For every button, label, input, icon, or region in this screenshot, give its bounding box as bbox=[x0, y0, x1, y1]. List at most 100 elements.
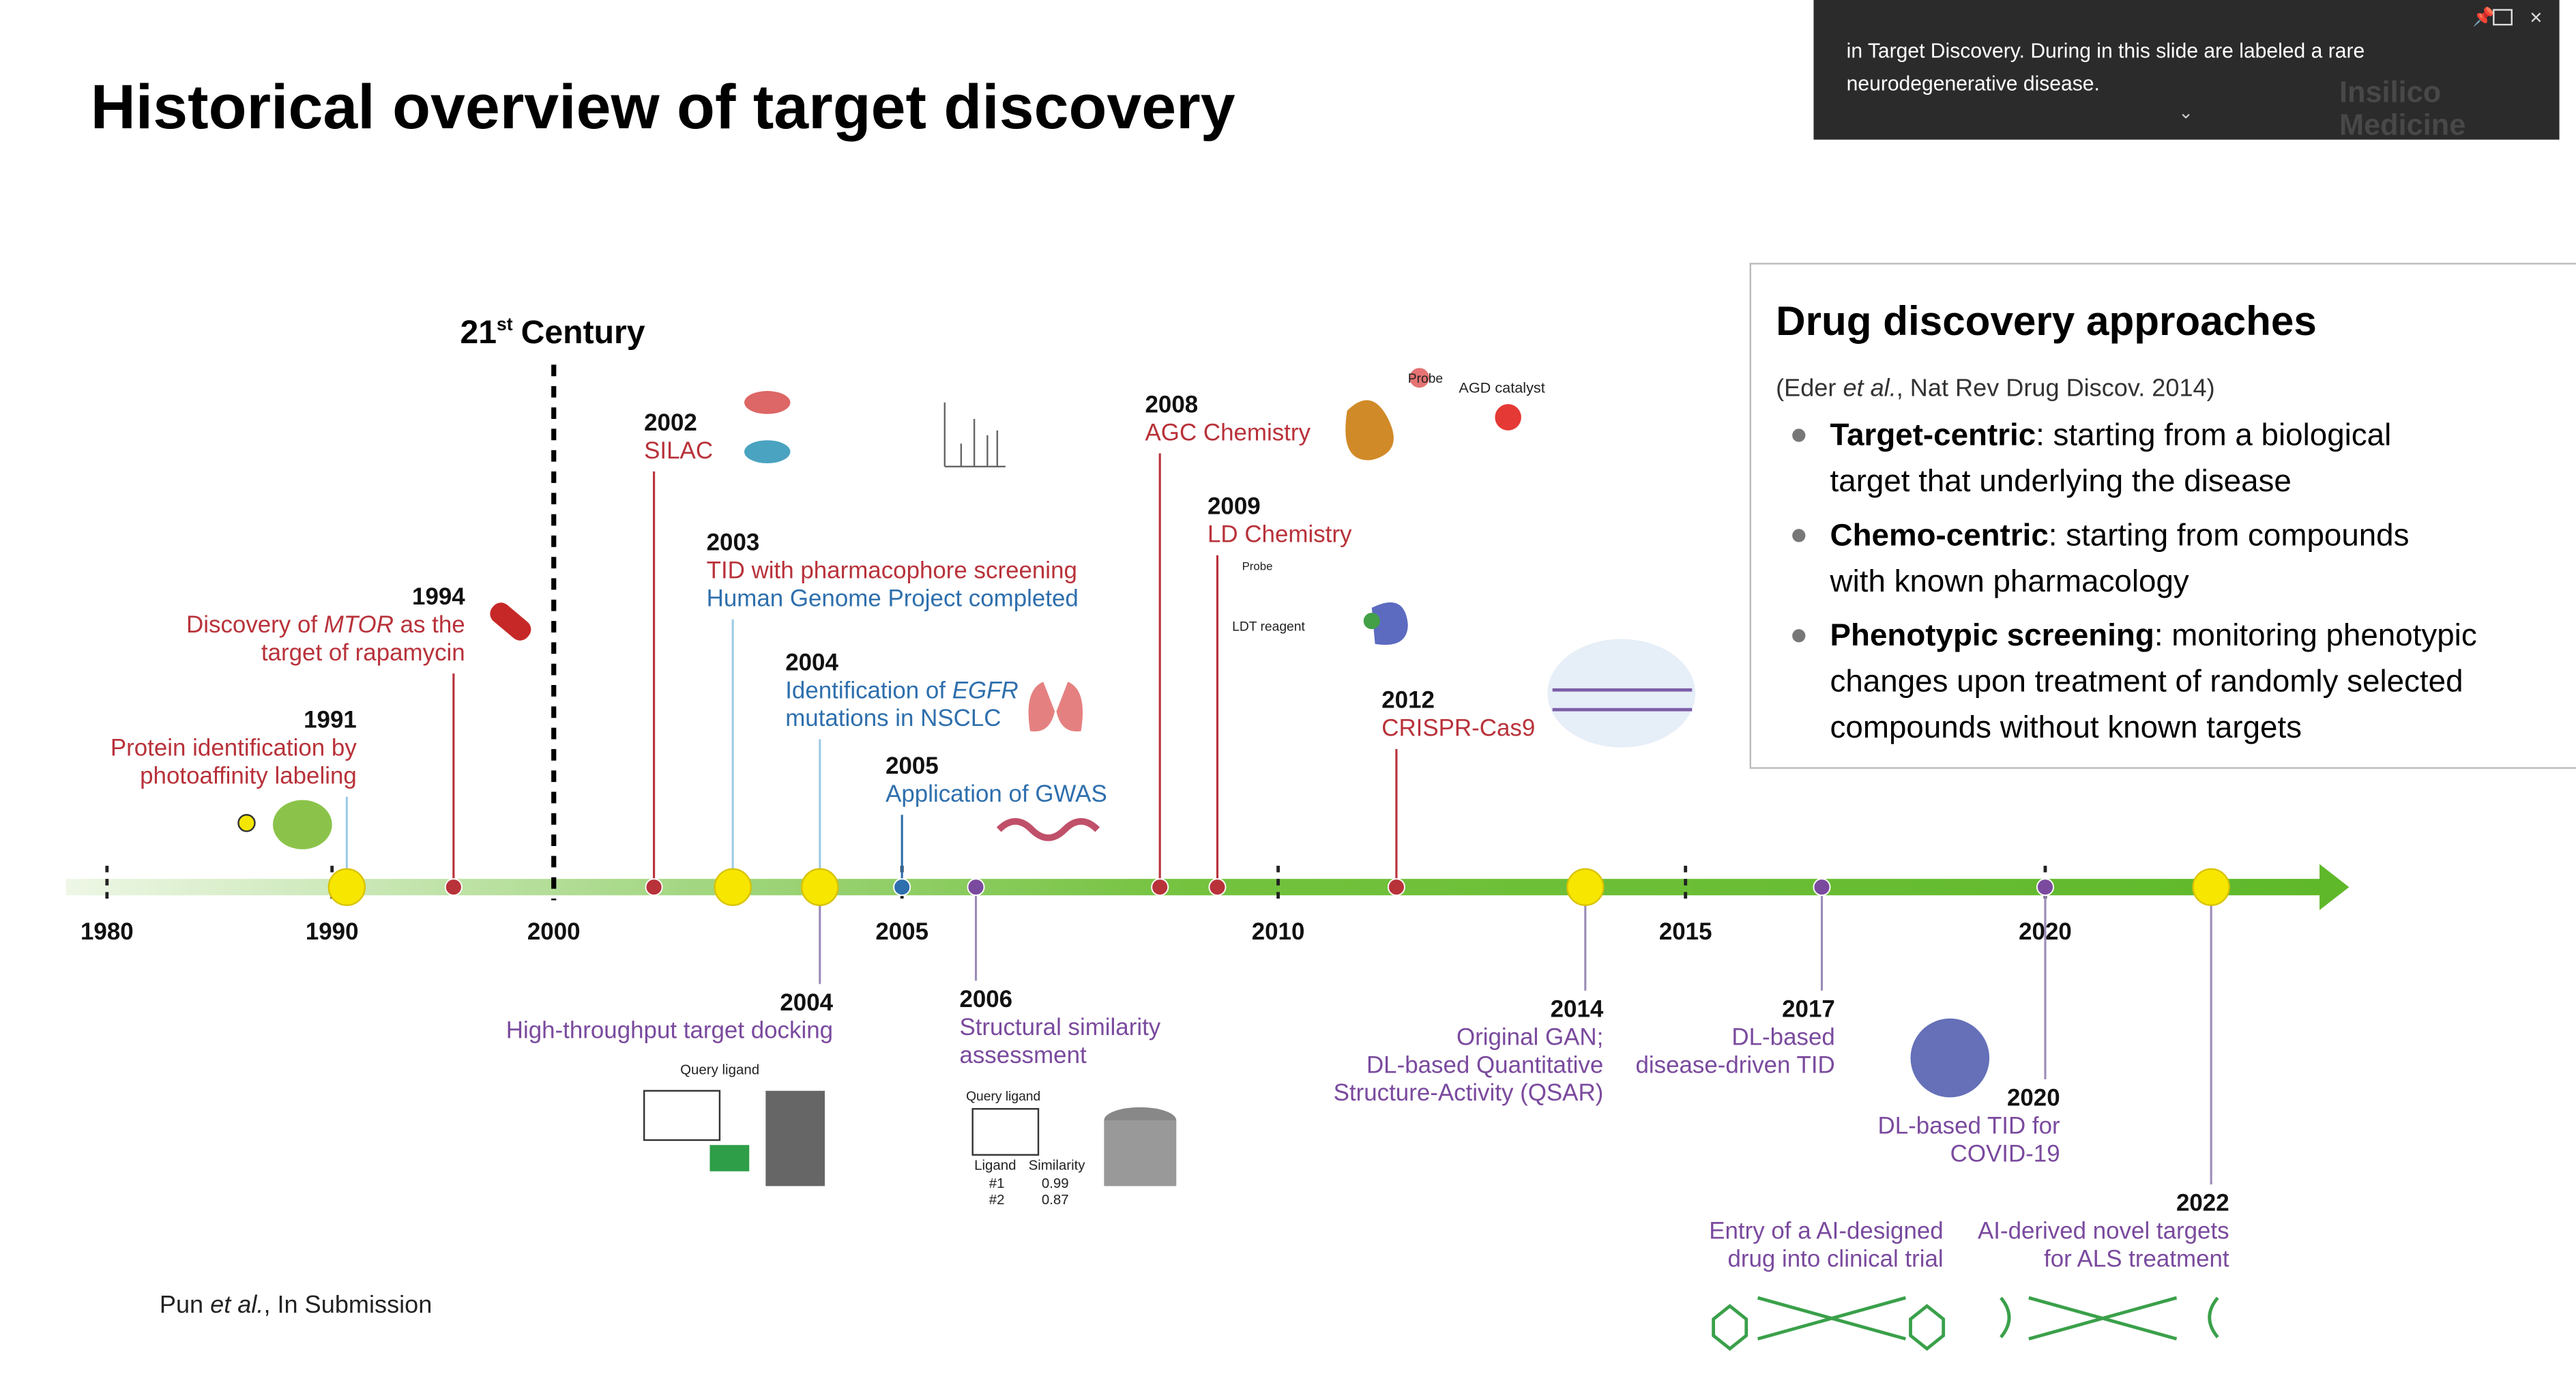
event-text: Human Genome Project completed bbox=[707, 585, 1079, 611]
text-part: : starting from compounds bbox=[2049, 517, 2410, 552]
event-year: 2006 bbox=[959, 986, 1012, 1013]
text-part: Chemo-centric bbox=[1830, 517, 2049, 552]
text-part: LD Chemistry bbox=[1208, 521, 1352, 548]
event-text: DL-based bbox=[1731, 1023, 1834, 1050]
figure-label: LDT reagent bbox=[1232, 620, 1305, 635]
event-text: High-throughput target docking bbox=[506, 1017, 833, 1044]
bullet-dot bbox=[1792, 529, 1806, 542]
popout-button[interactable] bbox=[2493, 9, 2513, 26]
text-part: (Eder bbox=[1776, 373, 1843, 401]
text-part: Target-centric bbox=[1830, 418, 2036, 452]
text-part: assessment bbox=[959, 1042, 1087, 1068]
milestone-dot bbox=[714, 868, 752, 906]
event-dot bbox=[444, 878, 463, 897]
approach-text: Phenotypic screening: monitoring phenoty… bbox=[1830, 617, 2477, 652]
event-text: Original GAN; bbox=[1457, 1023, 1603, 1050]
approach-text: compounds without known targets bbox=[1830, 710, 2302, 744]
icons bbox=[237, 368, 2219, 1351]
event-text: target of rapamycin bbox=[261, 639, 465, 666]
text-part: , In Submission bbox=[263, 1290, 432, 1318]
text-part: target of rapamycin bbox=[261, 639, 465, 666]
text-part: disease-driven TID bbox=[1635, 1051, 1834, 1078]
text-part: Original GAN; bbox=[1457, 1023, 1603, 1050]
text-part: Structural similarity bbox=[959, 1014, 1160, 1040]
event-year: 2003 bbox=[707, 529, 760, 556]
event-dot bbox=[1387, 878, 1405, 897]
event-year: 2020 bbox=[2007, 1084, 2060, 1111]
close-button[interactable]: × bbox=[2530, 5, 2542, 29]
logo-text: Medicine bbox=[2339, 108, 2465, 141]
event-year: 1991 bbox=[304, 707, 357, 733]
approaches-citation: (Eder et al., Nat Rev Drug Discov. 2014) bbox=[1776, 373, 2215, 401]
text-part: CRISPR-Cas9 bbox=[1381, 715, 1535, 742]
event-text: assessment bbox=[959, 1042, 1087, 1068]
axis-year: 2000 bbox=[527, 918, 581, 945]
slide-title: Historical overview of target discovery bbox=[91, 72, 1235, 142]
event-year: 2008 bbox=[1145, 391, 1199, 418]
event-text: Entry of a AI-designed bbox=[1709, 1217, 1943, 1244]
milestone-dot bbox=[327, 868, 366, 906]
text-part: changes upon treatment of randomly selec… bbox=[1830, 664, 2463, 699]
text-part: EGFR bbox=[952, 677, 1019, 703]
century-number: 21 bbox=[460, 314, 497, 351]
event-dot bbox=[645, 878, 663, 897]
figure-label: 0.99 bbox=[1042, 1176, 1069, 1191]
text-part: as the bbox=[394, 611, 465, 638]
figure-label: #1 bbox=[989, 1176, 1005, 1191]
text-part: et al. bbox=[1843, 373, 1896, 401]
text-part: Discovery of bbox=[186, 611, 324, 638]
event-text: COVID-19 bbox=[1950, 1140, 2060, 1167]
event-text: CRISPR-Cas9 bbox=[1381, 715, 1535, 742]
event-text: Discovery of MTOR as the bbox=[186, 611, 465, 638]
milestone-dot bbox=[1566, 868, 1605, 906]
logo-text: Insilico bbox=[2339, 76, 2441, 108]
event-text: Structure-Activity (QSAR) bbox=[1334, 1079, 1604, 1106]
text-part: Protein identification by bbox=[111, 735, 357, 761]
reference-text: Pun et al., In Submission bbox=[160, 1290, 432, 1318]
figure-label: Probe bbox=[1408, 372, 1443, 386]
event-text: DL-based Quantitative bbox=[1366, 1051, 1603, 1078]
bullet-dot bbox=[1792, 629, 1806, 643]
axis-year: 1990 bbox=[306, 918, 359, 945]
expand-button[interactable]: ⌄ bbox=[2178, 102, 2193, 122]
text-part: AGC Chemistry bbox=[1145, 419, 1311, 446]
text-part: DL-based bbox=[1731, 1023, 1834, 1050]
event-text: Identification of EGFR bbox=[785, 677, 1018, 703]
figure-label: AGD catalyst bbox=[1459, 379, 1545, 396]
caption-overlay bbox=[1813, 0, 2560, 140]
text-part: Identification of bbox=[785, 677, 952, 703]
event-text: for ALS treatment bbox=[2044, 1245, 2229, 1272]
axis-year: 2005 bbox=[875, 918, 928, 945]
event-dot bbox=[1151, 878, 1169, 897]
figure-label: Query ligand bbox=[966, 1090, 1040, 1104]
event-text: AGC Chemistry bbox=[1145, 419, 1311, 446]
event-text: Protein identification by bbox=[111, 735, 357, 761]
event-text: mutations in NSCLC bbox=[785, 705, 1001, 731]
event-text: TID with pharmacophore screening bbox=[707, 557, 1077, 584]
event-dot bbox=[1208, 878, 1227, 897]
event-text: DL-based TID for bbox=[1878, 1112, 2060, 1139]
event-year: 2022 bbox=[2176, 1190, 2229, 1217]
text-part: mutations in NSCLC bbox=[785, 705, 1001, 731]
century-suffix: st bbox=[497, 314, 513, 334]
approaches-title: Drug discovery approaches bbox=[1776, 298, 2317, 344]
text-part: : starting from a biological bbox=[2036, 418, 2391, 452]
timeline-bar bbox=[65, 879, 2325, 896]
text-part: with known pharmacology bbox=[1830, 564, 2189, 598]
figure-label: Query ligand bbox=[680, 1062, 759, 1078]
text-part: AI-derived novel targets bbox=[1978, 1217, 2229, 1244]
milestone-dot bbox=[2192, 868, 2230, 906]
event-text: disease-driven TID bbox=[1635, 1051, 1834, 1078]
text-part: Application of GWAS bbox=[886, 781, 1107, 807]
event-dot bbox=[967, 878, 985, 897]
event-text: Structural similarity bbox=[959, 1014, 1160, 1040]
event-year: 2014 bbox=[1551, 995, 1604, 1022]
text-part: Pun bbox=[160, 1290, 210, 1318]
text-part: compounds without known targets bbox=[1830, 710, 2302, 744]
figure-label: Probe bbox=[1242, 559, 1273, 572]
text-part: High-throughput target docking bbox=[506, 1017, 833, 1044]
axis-year: 2010 bbox=[1252, 918, 1305, 945]
pin-button[interactable]: 📌 bbox=[2472, 6, 2495, 27]
text-part: Phenotypic screening bbox=[1830, 617, 2154, 652]
